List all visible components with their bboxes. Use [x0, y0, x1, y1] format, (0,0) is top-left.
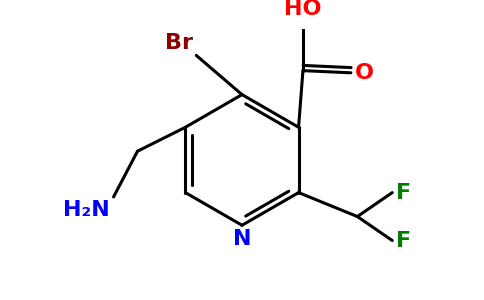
- Text: F: F: [396, 183, 411, 202]
- Text: Br: Br: [165, 33, 193, 53]
- Text: H₂N: H₂N: [63, 200, 110, 220]
- Text: F: F: [396, 230, 411, 250]
- Text: O: O: [355, 63, 374, 83]
- Text: HO: HO: [284, 0, 322, 19]
- Text: N: N: [233, 229, 251, 249]
